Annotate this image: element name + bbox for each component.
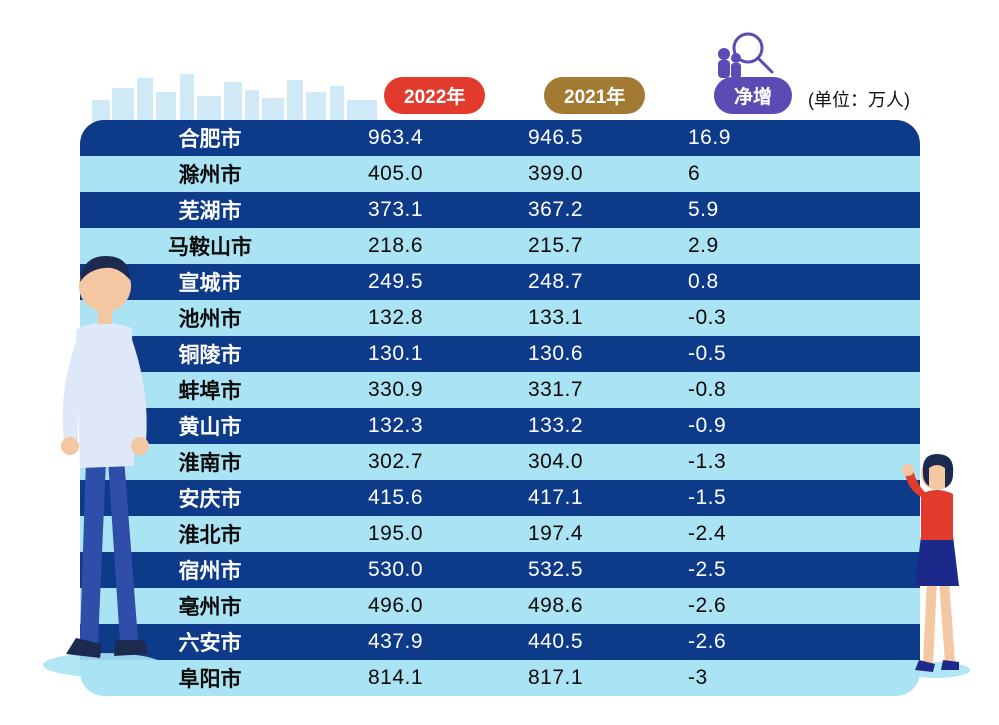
value-2021: 248.7 <box>500 270 660 294</box>
table-row: 铜陵市130.1130.6-0.5 <box>80 336 920 372</box>
value-2021: 331.7 <box>500 378 660 402</box>
man-illustration <box>8 220 188 680</box>
value-2021: 215.7 <box>500 234 660 258</box>
value-net: 6 <box>660 162 820 186</box>
table-row: 池州市132.8133.1-0.3 <box>80 300 920 336</box>
table-row: 芜湖市373.1367.25.9 <box>80 192 920 228</box>
value-net: -3 <box>660 666 820 690</box>
value-2021: 498.6 <box>500 594 660 618</box>
value-net: -2.6 <box>660 594 820 618</box>
value-2022: 415.6 <box>340 486 500 510</box>
data-table: 合肥市963.4946.516.9滁州市405.0399.06芜湖市373.13… <box>80 120 920 696</box>
value-net: -2.4 <box>660 522 820 546</box>
value-2022: 437.9 <box>340 630 500 654</box>
value-net: 16.9 <box>660 126 820 150</box>
people-magnifier-icon <box>702 24 782 84</box>
value-2022: 330.9 <box>340 378 500 402</box>
value-2021: 817.1 <box>500 666 660 690</box>
value-net: -0.9 <box>660 414 820 438</box>
value-2022: 195.0 <box>340 522 500 546</box>
value-2022: 814.1 <box>340 666 500 690</box>
value-net: 0.8 <box>660 270 820 294</box>
value-2022: 302.7 <box>340 450 500 474</box>
value-2021: 440.5 <box>500 630 660 654</box>
table-row: 黄山市132.3133.2-0.9 <box>80 408 920 444</box>
header-pill-2021: 2021年 <box>544 77 645 114</box>
value-2021: 417.1 <box>500 486 660 510</box>
value-2021: 133.1 <box>500 306 660 330</box>
value-2022: 132.3 <box>340 414 500 438</box>
value-2022: 373.1 <box>340 198 500 222</box>
value-2022: 218.6 <box>340 234 500 258</box>
value-2021: 197.4 <box>500 522 660 546</box>
woman-illustration <box>881 440 991 680</box>
value-2022: 530.0 <box>340 558 500 582</box>
table-row: 宣城市249.5248.70.8 <box>80 264 920 300</box>
value-net: 5.9 <box>660 198 820 222</box>
header-pill-net: 净增 <box>714 77 792 114</box>
value-net: 2.9 <box>660 234 820 258</box>
table-row: 六安市437.9440.5-2.6 <box>80 624 920 660</box>
table-row: 阜阳市814.1817.1-3 <box>80 660 920 696</box>
value-2022: 132.8 <box>340 306 500 330</box>
table-row: 安庆市415.6417.1-1.5 <box>80 480 920 516</box>
value-net: -1.5 <box>660 486 820 510</box>
table-row: 宿州市530.0532.5-2.5 <box>80 552 920 588</box>
table-row: 蚌埠市330.9331.7-0.8 <box>80 372 920 408</box>
table-row: 合肥市963.4946.516.9 <box>80 120 920 156</box>
header-pill-2022: 2022年 <box>384 77 485 114</box>
value-net: -2.6 <box>660 630 820 654</box>
value-net: -1.3 <box>660 450 820 474</box>
value-2021: 130.6 <box>500 342 660 366</box>
table-row: 滁州市405.0399.06 <box>80 156 920 192</box>
value-2022: 249.5 <box>340 270 500 294</box>
value-2021: 133.2 <box>500 414 660 438</box>
value-net: -2.5 <box>660 558 820 582</box>
city-name: 合肥市 <box>80 123 340 153</box>
table-row: 淮南市302.7304.0-1.3 <box>80 444 920 480</box>
value-2022: 963.4 <box>340 126 500 150</box>
value-2022: 130.1 <box>340 342 500 366</box>
table-row: 亳州市496.0498.6-2.6 <box>80 588 920 624</box>
value-2021: 399.0 <box>500 162 660 186</box>
header-row: 2022年 2021年 净增 (单位：万人) <box>80 60 920 120</box>
table-row: 淮北市195.0197.4-2.4 <box>80 516 920 552</box>
value-2022: 405.0 <box>340 162 500 186</box>
table-row: 马鞍山市218.6215.72.9 <box>80 228 920 264</box>
infographic-canvas: 2022年 2021年 净增 (单位：万人) 合肥市963.4946.516.9… <box>80 60 920 696</box>
city-skyline-icon <box>92 70 382 122</box>
value-net: -0.5 <box>660 342 820 366</box>
city-name: 滁州市 <box>80 159 340 189</box>
value-2021: 946.5 <box>500 126 660 150</box>
value-2021: 532.5 <box>500 558 660 582</box>
value-net: -0.3 <box>660 306 820 330</box>
unit-label: (单位：万人) <box>808 86 910 112</box>
value-2022: 496.0 <box>340 594 500 618</box>
value-net: -0.8 <box>660 378 820 402</box>
value-2021: 367.2 <box>500 198 660 222</box>
value-2021: 304.0 <box>500 450 660 474</box>
